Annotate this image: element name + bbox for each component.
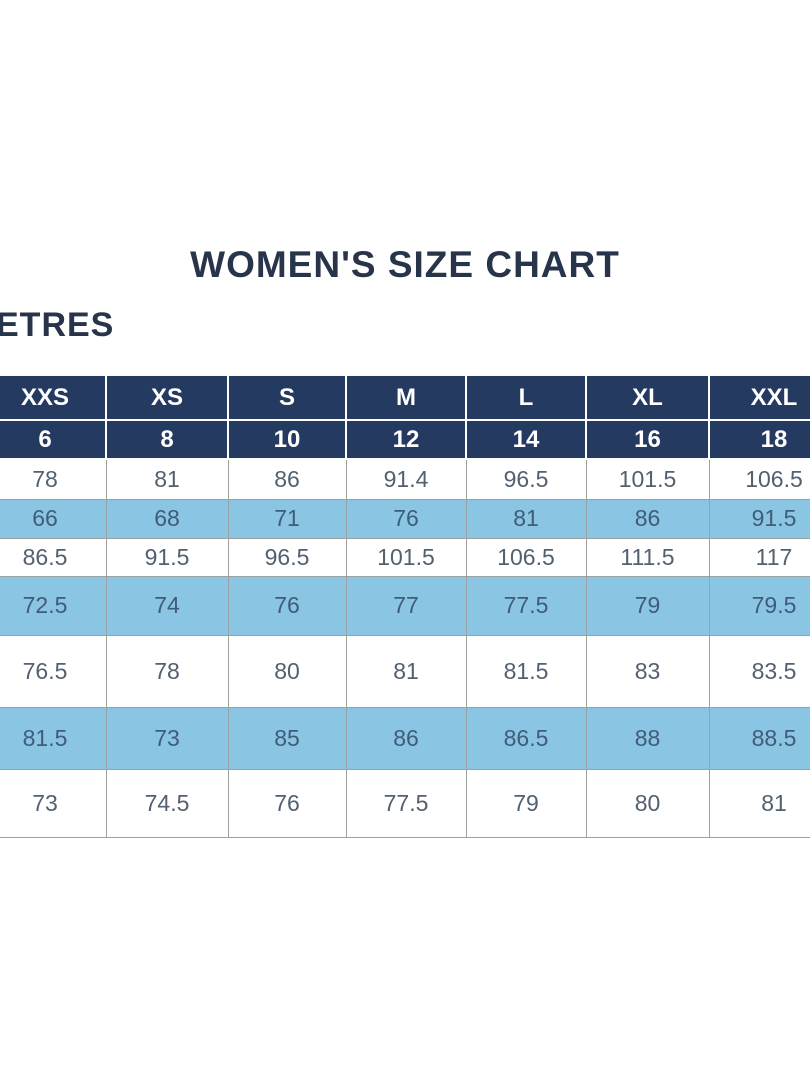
measurement-row: 86.5 91.5 96.5 101.5 106.5 111.5 117 xyxy=(0,537,810,577)
measurement-cell: 81 xyxy=(105,458,229,500)
size-label-cell: S xyxy=(227,374,347,421)
measurement-cell: 111.5 xyxy=(585,537,710,577)
measurement-cell: 91.4 xyxy=(345,458,467,500)
measurement-cell: 77.5 xyxy=(465,575,587,636)
size-chart-header: XXS XS S M L XL XXL 6 8 10 12 14 16 18 xyxy=(0,374,810,460)
size-number-cell: 10 xyxy=(227,419,347,460)
measurement-cell: 96.5 xyxy=(227,537,347,577)
measurement-cell: 86.5 xyxy=(465,706,587,770)
measurement-cell: 85 xyxy=(227,706,347,770)
measurement-cell: 91.5 xyxy=(708,498,810,539)
size-label-cell: XS xyxy=(105,374,229,421)
measurement-cell: 117 xyxy=(708,537,810,577)
measurement-cell: 91.5 xyxy=(105,537,229,577)
measurement-cell: 71 xyxy=(227,498,347,539)
measurement-cell: 81 xyxy=(708,768,810,838)
measurement-row: 66 68 71 76 81 86 91.5 xyxy=(0,498,810,539)
size-number-cell: 16 xyxy=(585,419,710,460)
measurement-cell: 79.5 xyxy=(708,575,810,636)
size-chart-body: 78 81 86 91.4 96.5 101.5 106.5 66 68 71 76 81 86 91.5… xyxy=(0,458,810,838)
page-title: WOMEN'S SIZE CHART xyxy=(190,244,620,285)
size-label-cell: XXS xyxy=(0,374,107,421)
size-chart-table: XXS XS S M L XL XXL 6 8 10 12 14 16 18 78 81 86 91.4 96.5… xyxy=(0,374,810,838)
measurement-cell: 78 xyxy=(105,634,229,708)
size-number-cell: 18 xyxy=(708,419,810,460)
size-number-cell: 6 xyxy=(0,419,107,460)
measurement-cell: 86 xyxy=(345,706,467,770)
measurement-cell: 81 xyxy=(465,498,587,539)
measurement-cell: 86.5 xyxy=(0,537,107,577)
measurement-cell: 96.5 xyxy=(465,458,587,500)
size-number-cell: 8 xyxy=(105,419,229,460)
measurement-cell: 80 xyxy=(585,768,710,838)
measurement-cell: 79 xyxy=(465,768,587,838)
measurement-cell: 86 xyxy=(227,458,347,500)
measurement-cell: 76.5 xyxy=(0,634,107,708)
size-label-cell: XXL xyxy=(708,374,810,421)
measurement-cell: 77.5 xyxy=(345,768,467,838)
measurement-cell: 88.5 xyxy=(708,706,810,770)
measurement-cell: 73 xyxy=(105,706,229,770)
measurement-cell: 77 xyxy=(345,575,467,636)
size-label-cell: XL xyxy=(585,374,710,421)
measurement-cell: 66 xyxy=(0,498,107,539)
measurement-row: 78 81 86 91.4 96.5 101.5 106.5 xyxy=(0,458,810,500)
size-number-cell: 14 xyxy=(465,419,587,460)
measurement-cell: 74 xyxy=(105,575,229,636)
measurement-cell: 106.5 xyxy=(708,458,810,500)
size-label-cell: M xyxy=(345,374,467,421)
measurement-cell: 81.5 xyxy=(465,634,587,708)
measurement-cell: 81 xyxy=(345,634,467,708)
measurement-cell: 81.5 xyxy=(0,706,107,770)
measurement-cell: 101.5 xyxy=(585,458,710,500)
measurement-cell: 73 xyxy=(0,768,107,838)
measurement-cell: 86 xyxy=(585,498,710,539)
size-number-cell: 12 xyxy=(345,419,467,460)
unit-label: ETRES xyxy=(0,306,115,344)
measurement-row: 73 74.5 76 77.5 79 80 81 xyxy=(0,768,810,838)
measurement-row: 81.5 73 85 86 86.5 88 88.5 xyxy=(0,706,810,770)
measurement-cell: 83 xyxy=(585,634,710,708)
measurement-cell: 83.5 xyxy=(708,634,810,708)
measurement-cell: 78 xyxy=(0,458,107,500)
measurement-cell: 79 xyxy=(585,575,710,636)
measurement-cell: 88 xyxy=(585,706,710,770)
size-label-row: XXS XS S M L XL XXL xyxy=(0,374,810,421)
measurement-cell: 76 xyxy=(345,498,467,539)
measurement-cell: 68 xyxy=(105,498,229,539)
measurement-cell: 106.5 xyxy=(465,537,587,577)
measurement-cell: 80 xyxy=(227,634,347,708)
size-number-row: 6 8 10 12 14 16 18 xyxy=(0,419,810,460)
measurement-cell: 72.5 xyxy=(0,575,107,636)
size-label-cell: L xyxy=(465,374,587,421)
measurement-cell: 74.5 xyxy=(105,768,229,838)
measurement-row: 72.5 74 76 77 77.5 79 79.5 xyxy=(0,575,810,636)
measurement-cell: 101.5 xyxy=(345,537,467,577)
measurement-cell: 76 xyxy=(227,575,347,636)
measurement-cell: 76 xyxy=(227,768,347,838)
measurement-row: 76.5 78 80 81 81.5 83 83.5 xyxy=(0,634,810,708)
